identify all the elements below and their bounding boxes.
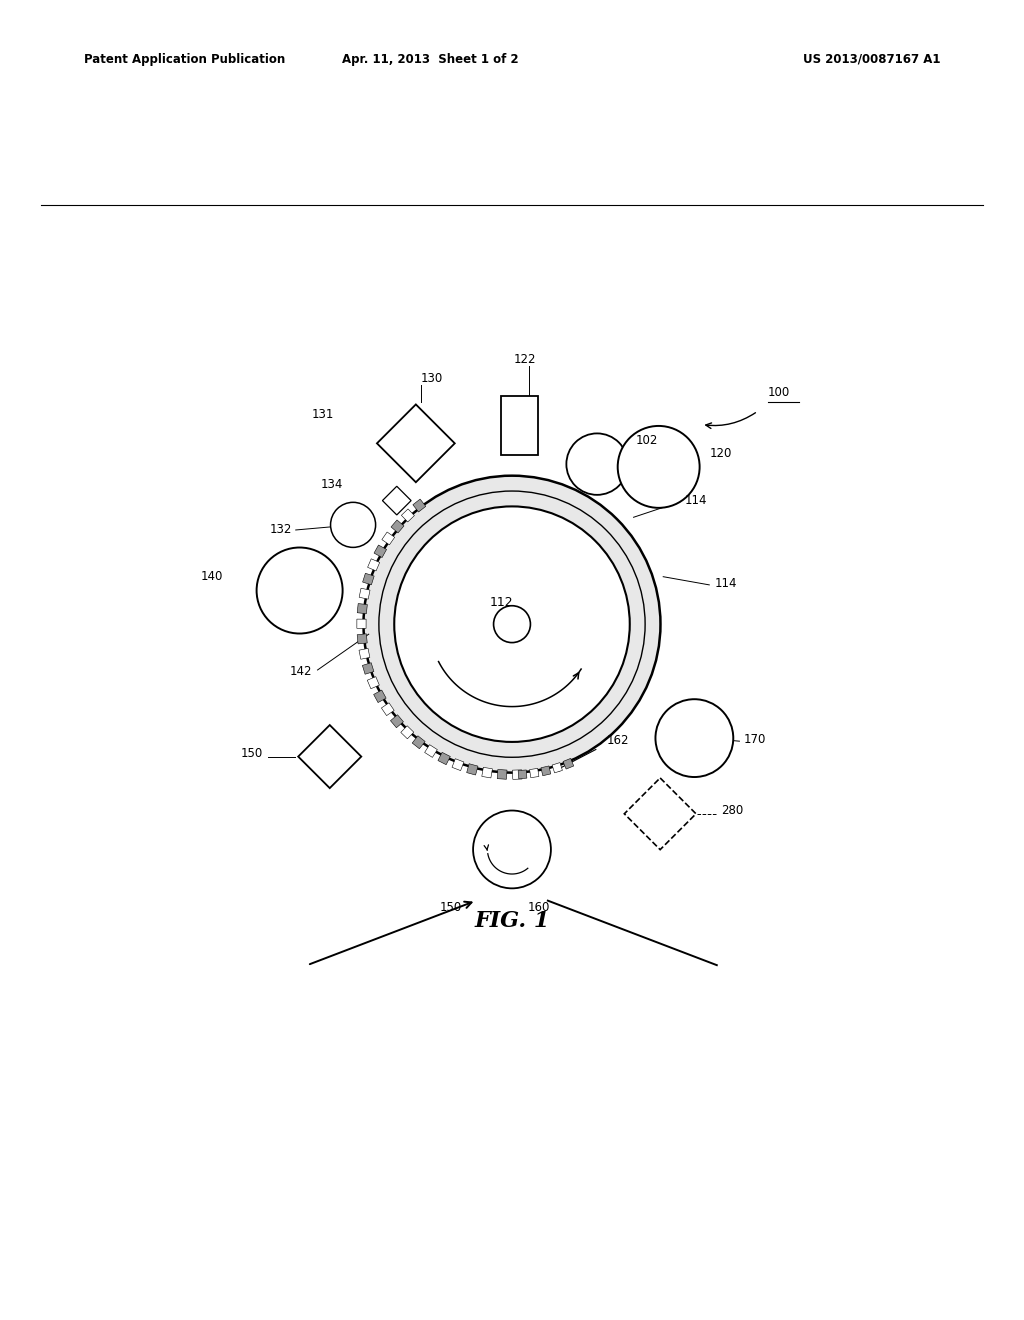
Text: US 2013/0087167 A1: US 2013/0087167 A1 [803,53,940,66]
Polygon shape [563,759,573,770]
Polygon shape [438,752,451,764]
Bar [501,396,538,455]
Circle shape [617,426,699,508]
Polygon shape [298,725,361,788]
Polygon shape [390,714,403,727]
Polygon shape [401,510,415,521]
Polygon shape [374,545,386,557]
Circle shape [331,503,376,548]
Polygon shape [391,520,404,533]
Circle shape [364,475,660,772]
Polygon shape [362,663,374,675]
Text: 120: 120 [710,446,732,459]
Polygon shape [377,404,455,482]
Polygon shape [512,770,522,779]
Text: Apr. 11, 2013  Sheet 1 of 2: Apr. 11, 2013 Sheet 1 of 2 [342,53,518,66]
Text: 114: 114 [685,494,708,507]
Circle shape [566,433,628,495]
Polygon shape [529,768,539,777]
Polygon shape [381,702,394,715]
Circle shape [257,548,343,634]
Text: 280: 280 [722,804,743,817]
Polygon shape [382,486,411,515]
Text: 131: 131 [311,408,334,421]
Text: 132: 132 [269,523,292,536]
Text: Patent Application Publication: Patent Application Publication [84,53,286,66]
Polygon shape [482,767,493,777]
Text: 142: 142 [290,665,312,678]
Text: 134: 134 [322,478,343,491]
Polygon shape [498,770,507,779]
Polygon shape [356,619,367,628]
Circle shape [655,700,733,777]
Polygon shape [359,648,370,659]
Text: 170: 170 [743,733,766,746]
Polygon shape [362,573,374,585]
Text: 102: 102 [636,434,658,446]
Circle shape [394,507,630,742]
Polygon shape [467,764,478,775]
Polygon shape [425,744,437,758]
Circle shape [473,810,551,888]
Polygon shape [413,499,426,512]
Text: 122: 122 [514,354,537,366]
Polygon shape [552,763,562,772]
Polygon shape [382,532,394,545]
Text: 162: 162 [606,734,629,747]
Text: 160: 160 [527,900,550,913]
Polygon shape [359,589,370,599]
Polygon shape [368,677,379,689]
Polygon shape [413,735,425,748]
Text: 150: 150 [439,900,462,913]
Polygon shape [357,634,368,644]
Polygon shape [625,777,696,850]
Text: 130: 130 [421,372,443,385]
Polygon shape [452,759,464,771]
Text: FIG. 1: FIG. 1 [474,909,550,932]
Text: 100: 100 [768,385,791,399]
Polygon shape [368,558,380,572]
Text: 114: 114 [715,577,737,590]
Text: 140: 140 [201,570,223,583]
Polygon shape [541,766,551,776]
Polygon shape [518,770,527,779]
Text: 112: 112 [489,595,514,609]
Polygon shape [374,690,386,702]
Polygon shape [400,726,414,739]
Text: 150: 150 [241,747,263,759]
Polygon shape [357,603,368,614]
